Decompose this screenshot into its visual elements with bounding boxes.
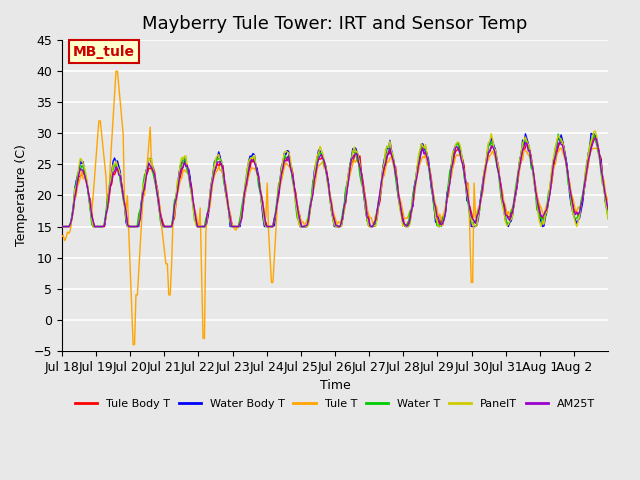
X-axis label: Time: Time bbox=[319, 379, 350, 392]
Y-axis label: Temperature (C): Temperature (C) bbox=[15, 144, 28, 246]
Text: MB_tule: MB_tule bbox=[73, 45, 134, 59]
Title: Mayberry Tule Tower: IRT and Sensor Temp: Mayberry Tule Tower: IRT and Sensor Temp bbox=[142, 15, 527, 33]
Legend: Tule Body T, Water Body T, Tule T, Water T, PanelT, AM25T: Tule Body T, Water Body T, Tule T, Water… bbox=[70, 395, 600, 414]
